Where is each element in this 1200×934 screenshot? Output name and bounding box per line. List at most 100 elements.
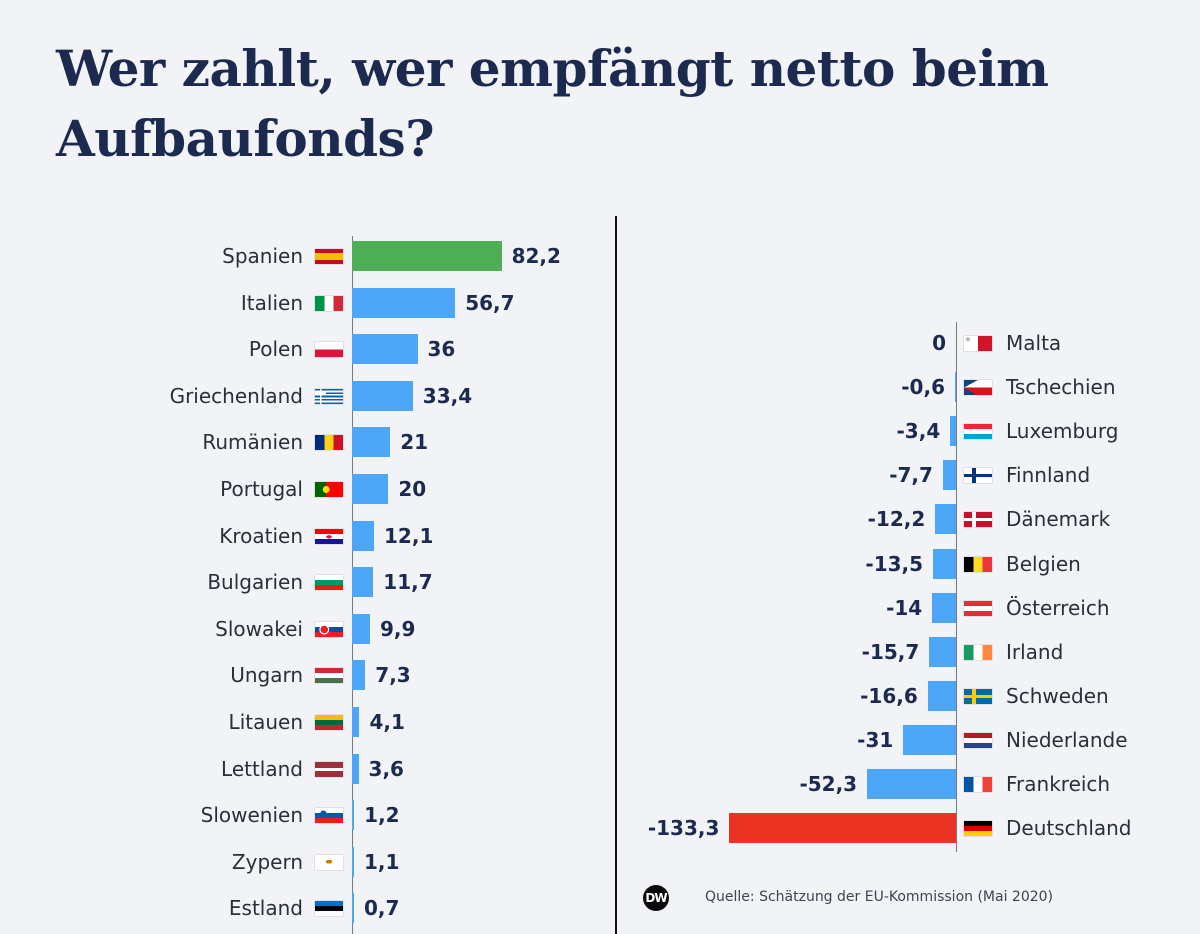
country-label: Spanien: [222, 244, 303, 268]
country-label: Malta: [1006, 331, 1062, 355]
value-label: 21: [400, 430, 429, 454]
bar: [352, 474, 389, 504]
bar: [932, 593, 956, 623]
spain-flag-icon: [315, 249, 343, 264]
slovenia-flag-icon: [315, 808, 343, 823]
value-label: -7,7: [889, 463, 933, 487]
finland-flag-icon: [964, 468, 992, 483]
value-label: 82,2: [511, 244, 561, 268]
bar: [352, 288, 456, 318]
recipient-row-bulgarien: Bulgarien 11,7: [0, 567, 615, 597]
source-note: Quelle: Schätzung der EU-Kommission (Mai…: [705, 889, 1054, 905]
bar: [942, 460, 956, 490]
payer-row-niederlande: -31 Niederlande: [617, 725, 1200, 755]
recipient-row-litauen: Litauen 4,1: [0, 707, 615, 737]
sweden-flag-icon: [964, 689, 992, 704]
value-label: 7,3: [375, 663, 411, 687]
value-label: 20: [398, 477, 427, 501]
value-label: -14: [886, 596, 923, 620]
lithuania-flag-icon: [315, 715, 343, 730]
panel-divider: [615, 216, 617, 934]
bar: [352, 754, 359, 784]
country-label: Irland: [1006, 640, 1064, 664]
country-label: Niederlande: [1006, 728, 1128, 752]
value-label: -52,3: [799, 772, 858, 796]
denmark-flag-icon: [964, 512, 992, 527]
bar: [352, 427, 391, 457]
bar: [929, 637, 956, 667]
bar: [950, 416, 956, 446]
value-label: 9,9: [380, 617, 416, 641]
bar: [352, 567, 374, 597]
france-flag-icon: [964, 777, 992, 792]
ireland-flag-icon: [964, 645, 992, 660]
payer-row-irland: -15,7 Irland: [617, 637, 1200, 667]
country-label: Ungarn: [230, 663, 303, 687]
value-label: 12,1: [384, 524, 434, 548]
bar: [352, 660, 366, 690]
recipient-row-estland: Estland 0,7: [0, 893, 615, 923]
cyprus-flag-icon: [315, 855, 343, 870]
payer-row-dänemark: -12,2 Dänemark: [617, 504, 1200, 534]
country-label: Griechenland: [169, 384, 303, 408]
recipient-row-griechenland: Griechenland 33,4: [0, 381, 615, 411]
country-label: Polen: [248, 337, 303, 361]
payer-row-deutschland: -133,3 Deutschland: [617, 813, 1200, 843]
payer-row-österreich: -14 Österreich: [617, 593, 1200, 623]
country-label: Litauen: [228, 710, 303, 734]
bar: [352, 707, 360, 737]
bar: [352, 521, 375, 551]
country-label: Rumänien: [202, 430, 303, 454]
bar: [352, 381, 413, 411]
recipient-row-lettland: Lettland 3,6: [0, 754, 615, 784]
country-label: Schweden: [1006, 684, 1109, 708]
value-label: -133,3: [647, 816, 720, 840]
country-label: Slowenien: [200, 803, 303, 827]
germany-flag-icon: [964, 821, 992, 836]
country-label: Finnland: [1006, 463, 1091, 487]
payer-row-belgien: -13,5 Belgien: [617, 549, 1200, 579]
value-label: -16,6: [860, 684, 918, 708]
value-label: 1,1: [364, 850, 400, 874]
bar: [352, 614, 371, 644]
country-label: Tschechien: [1006, 375, 1116, 399]
value-label: 33,4: [422, 384, 473, 408]
bar: [352, 893, 354, 923]
romania-flag-icon: [315, 435, 343, 450]
value-label: 4,1: [369, 710, 405, 734]
belgium-flag-icon: [964, 557, 992, 572]
value-label: -15,7: [861, 640, 920, 664]
poland-flag-icon: [315, 342, 343, 357]
slovakia-flag-icon: [315, 622, 343, 637]
bar: [903, 725, 956, 755]
estonia-flag-icon: [315, 901, 343, 916]
country-label: Slowakei: [215, 617, 303, 641]
recipient-row-slowenien: Slowenien 1,2: [0, 800, 615, 830]
czechia-flag-icon: [964, 380, 992, 395]
portugal-flag-icon: [315, 482, 343, 497]
luxembourg-flag-icon: [964, 424, 992, 439]
payer-row-schweden: -16,6 Schweden: [617, 681, 1200, 711]
malta-flag-icon: [964, 336, 992, 351]
country-label: Bulgarien: [207, 570, 303, 594]
country-label: Kroatien: [219, 524, 303, 548]
country-label: Deutschland: [1006, 816, 1132, 840]
country-label: Österreich: [1006, 596, 1110, 620]
latvia-flag-icon: [315, 762, 343, 777]
recipient-row-spanien: Spanien 82,2: [0, 241, 615, 271]
value-label: 36: [427, 337, 456, 361]
bar: [933, 549, 956, 579]
netherlands-flag-icon: [964, 733, 992, 748]
country-label: Estland: [228, 896, 303, 920]
country-label: Luxemburg: [1006, 419, 1119, 443]
recipient-row-slowakei: Slowakei 9,9: [0, 614, 615, 644]
value-label: -3,4: [896, 419, 941, 443]
country-label: Italien: [240, 291, 303, 315]
austria-flag-icon: [964, 601, 992, 616]
bar: [352, 334, 418, 364]
value-label: 11,7: [383, 570, 433, 594]
croatia-flag-icon: [315, 529, 343, 544]
value-label: -13,5: [865, 552, 924, 576]
payer-row-finnland: -7,7 Finnland: [617, 460, 1200, 490]
recipient-row-kroatien: Kroatien 12,1: [0, 521, 615, 551]
